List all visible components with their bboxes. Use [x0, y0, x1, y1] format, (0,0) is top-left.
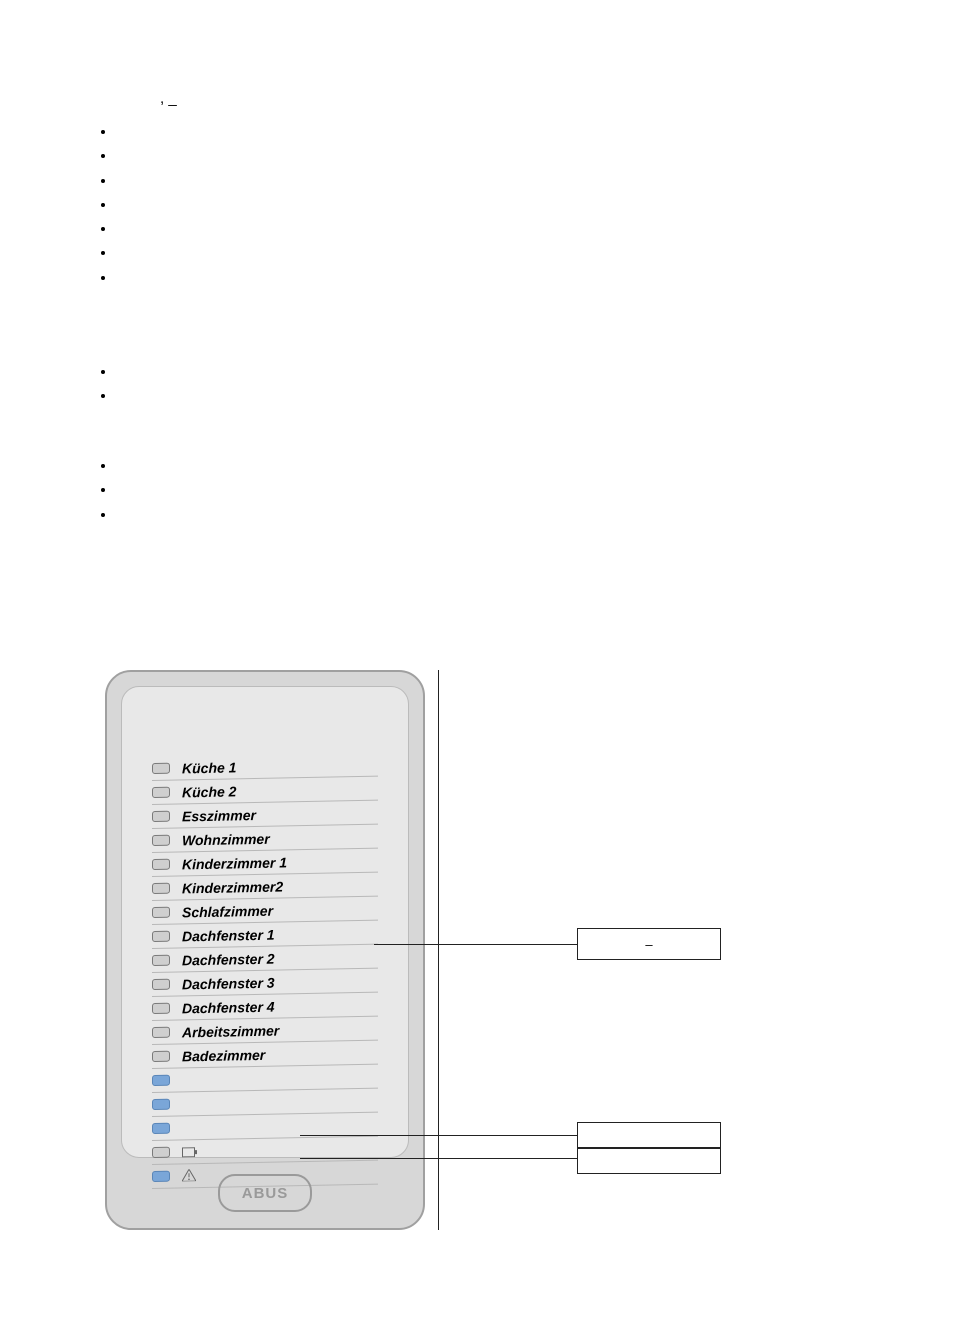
zone-label: Kinderzimmer 1: [182, 854, 287, 872]
zone-led-icon: [152, 763, 170, 774]
zone-label: Dachfenster 1: [182, 926, 275, 944]
system-led-icon: [152, 1147, 170, 1158]
zone-label: Kinderzimmer2: [182, 878, 283, 896]
list-item: [116, 219, 738, 239]
callout-zone-box: –: [577, 928, 721, 960]
zone-led-icon: [152, 1003, 170, 1014]
bullet-list-3: [98, 456, 738, 525]
callout-zone-line: [374, 944, 577, 945]
zone-label: Dachfenster 4: [182, 998, 275, 1016]
zone-label: Schlafzimmer: [182, 902, 273, 920]
zone-led-icon: [152, 979, 170, 990]
list-item: [116, 146, 738, 166]
callout-sys-box-1: [577, 1122, 721, 1148]
heading-fragment: , _: [160, 90, 177, 107]
zone-label: Dachfenster 2: [182, 950, 275, 968]
list-item: [116, 268, 738, 288]
zone-label: Esszimmer: [182, 807, 256, 824]
zone-led-icon: [152, 931, 170, 942]
heading-fragment-text: , _: [160, 90, 177, 107]
bullet-list-2: [98, 362, 738, 407]
list-item: [116, 171, 738, 191]
list-item: [116, 386, 738, 406]
list-item: [116, 243, 738, 263]
callout-sys-box-2: [577, 1148, 721, 1174]
zone-label: Arbeitszimmer: [182, 1022, 279, 1040]
battery-icon: [182, 1144, 198, 1160]
page: , _ Küche 1 Küc: [0, 0, 954, 1344]
device-front-panel: Küche 1 Küche 2 Esszimmer Wohnzimmer Kin…: [121, 686, 409, 1158]
device-logo-wrap: ABUS: [107, 1174, 423, 1212]
zone-led-icon: [152, 835, 170, 846]
bullet-list-1: [98, 122, 738, 288]
zone-led-icon: [152, 1027, 170, 1038]
callout-zone-text: –: [645, 937, 652, 952]
zone-label: Badezimmer: [182, 1046, 265, 1064]
list-item: [116, 122, 738, 142]
list-item: [116, 456, 738, 476]
list-item: [116, 195, 738, 215]
zone-led-icon: [152, 787, 170, 798]
zone-label-area: Küche 1 Küche 2 Esszimmer Wohnzimmer Kin…: [152, 753, 378, 1139]
zone-led-icon: [152, 907, 170, 918]
callout-sys-line-2: [300, 1158, 577, 1159]
zone-led-icon: [152, 811, 170, 822]
list-item: [116, 480, 738, 500]
abus-logo: ABUS: [218, 1174, 312, 1212]
zone-label: Dachfenster 3: [182, 974, 275, 992]
zone-led-icon: [152, 1075, 170, 1086]
zone-led-icon: [152, 1099, 170, 1110]
zone-led-icon: [152, 955, 170, 966]
bullet-group-1: [98, 118, 738, 292]
bullet-group-3: [98, 452, 738, 529]
abus-logo-text: ABUS: [242, 1185, 289, 1202]
list-item: [116, 362, 738, 382]
zone-label: Küche 1: [182, 759, 236, 776]
zone-led-icon: [152, 883, 170, 894]
zone-led-icon: [152, 859, 170, 870]
callout-sys-line-1: [300, 1135, 577, 1136]
zone-label: Küche 2: [182, 783, 236, 800]
device-illustration: Küche 1 Küche 2 Esszimmer Wohnzimmer Kin…: [105, 670, 425, 1230]
list-item: [116, 505, 738, 525]
zone-led-icon: [152, 1051, 170, 1062]
bullet-group-2: [98, 358, 738, 411]
zone-led-icon: [152, 1123, 170, 1134]
zone-label: Wohnzimmer: [182, 830, 270, 848]
reference-vline: [438, 670, 439, 1230]
